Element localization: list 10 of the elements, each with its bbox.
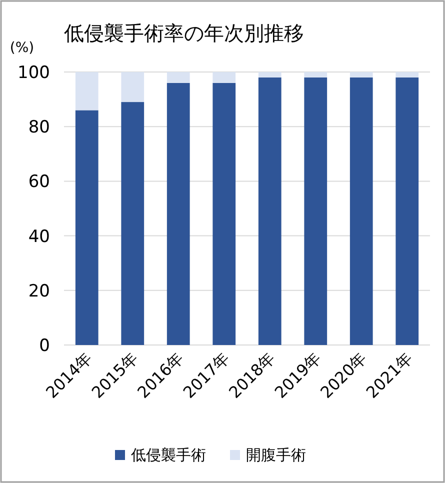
y-tick-label: 40 [28, 226, 50, 247]
y-tick-label: 0 [39, 336, 50, 356]
legend-label: 開腹手術 [246, 446, 306, 464]
y-tick-label: 20 [28, 281, 50, 302]
legend-label: 低侵襲手術 [131, 446, 206, 464]
y-tick-label: 100 [18, 63, 50, 83]
y-axis-title: (%) [10, 40, 34, 56]
chart-title: 低侵襲手術率の年次別推移 [64, 21, 304, 45]
y-tick-label: 80 [28, 118, 50, 138]
y-tick-label: 60 [28, 172, 50, 192]
